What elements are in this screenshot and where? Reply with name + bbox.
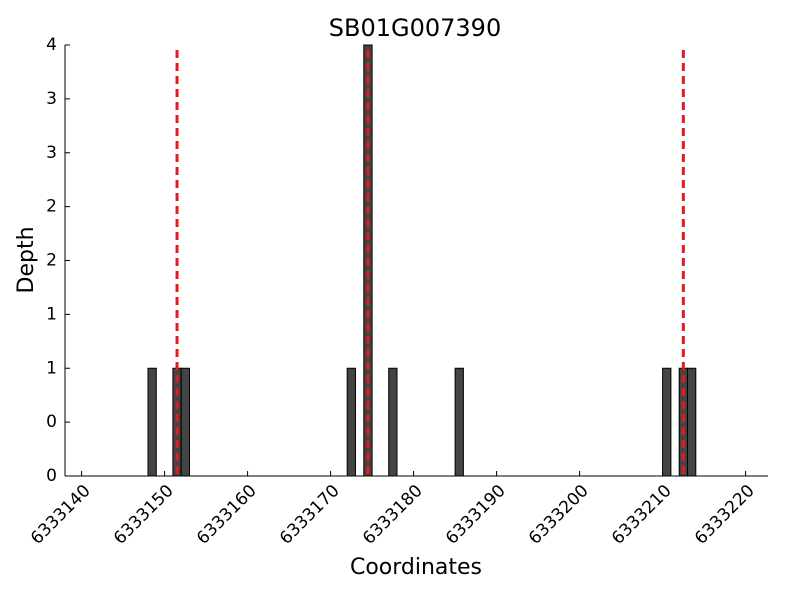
x-tick-label: 6333210 — [608, 481, 676, 549]
y-tick-label: 0 — [46, 412, 57, 432]
x-tick-label: 6333200 — [525, 481, 593, 549]
x-tick-label: 6333170 — [276, 481, 344, 549]
x-tick-label: 6333160 — [193, 481, 261, 549]
y-tick-label: 4 — [46, 35, 57, 55]
bar — [346, 367, 356, 477]
bar — [454, 367, 464, 477]
bar — [388, 367, 398, 477]
x-tick-label: 6333220 — [691, 481, 759, 549]
y-tick-label: 3 — [46, 143, 57, 163]
y-tick-label: 1 — [46, 304, 57, 324]
x-axis-label: Coordinates — [350, 555, 482, 580]
x-tick-label: 6333150 — [110, 481, 178, 549]
x-tick-label: 6333140 — [27, 481, 95, 549]
y-tick-label: 1 — [46, 358, 57, 378]
x-tick-label: 6333190 — [442, 481, 510, 549]
y-axis-label: Depth — [14, 226, 39, 293]
x-tick-label: 6333180 — [359, 481, 427, 549]
y-tick-label: 0 — [46, 466, 57, 486]
y-tick-label: 2 — [46, 251, 57, 271]
bar — [686, 367, 697, 477]
bar — [662, 367, 672, 477]
bar — [147, 367, 157, 477]
y-tick-label: 3 — [46, 89, 57, 109]
chart-title: SB01G007390 — [329, 14, 501, 42]
y-tick-label: 2 — [46, 197, 57, 217]
bar — [180, 367, 190, 477]
